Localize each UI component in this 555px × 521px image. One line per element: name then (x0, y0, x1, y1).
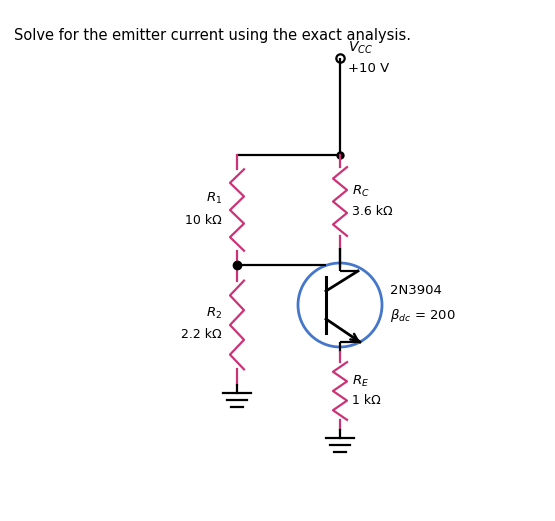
Text: 3.6 kΩ: 3.6 kΩ (352, 205, 392, 218)
Text: $V_{CC}$: $V_{CC}$ (348, 40, 373, 56)
Text: +10 V: +10 V (348, 62, 389, 75)
Text: $R_2$: $R_2$ (206, 305, 222, 320)
Text: 1 kΩ: 1 kΩ (352, 394, 381, 407)
Text: 2.2 kΩ: 2.2 kΩ (181, 329, 222, 341)
Text: 2N3904: 2N3904 (390, 284, 442, 297)
Text: $\beta_{dc}$ = 200: $\beta_{dc}$ = 200 (390, 306, 456, 324)
Text: $R_E$: $R_E$ (352, 374, 369, 389)
Text: 10 kΩ: 10 kΩ (185, 214, 222, 227)
Text: $R_C$: $R_C$ (352, 184, 370, 199)
Text: $R_1$: $R_1$ (206, 191, 222, 206)
Text: Solve for the emitter current using the exact analysis.: Solve for the emitter current using the … (14, 28, 411, 43)
